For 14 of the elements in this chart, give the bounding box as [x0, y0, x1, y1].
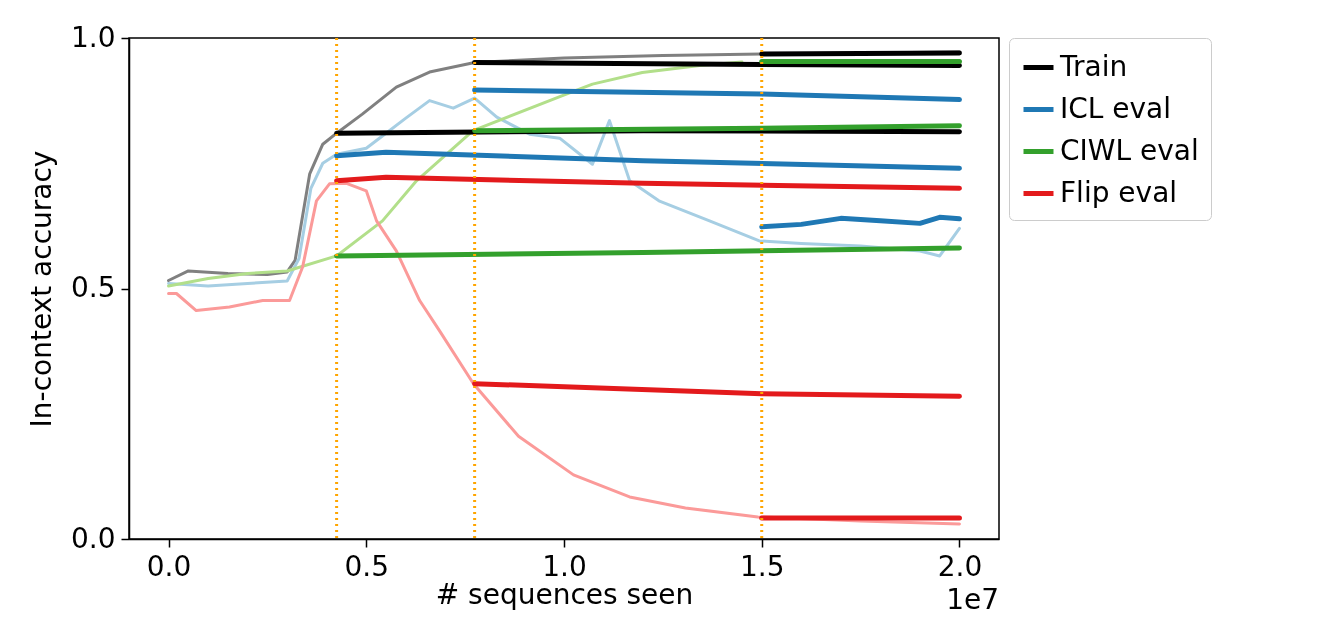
line-series: [167, 181, 961, 526]
legend-label: CIWL eval: [1060, 133, 1199, 167]
legend-label: Train: [1059, 49, 1128, 83]
text: 1e7: [946, 583, 999, 616]
x-tick-label: 0.5: [344, 549, 390, 583]
y-tick-label: 1.0: [70, 20, 116, 54]
y-tick-label: 0.5: [70, 271, 116, 304]
y-tick-label: 0.0: [70, 521, 116, 555]
x-tick-label: 0.0: [146, 549, 192, 583]
x-tick-label: 2.0: [937, 549, 983, 583]
legend-label: Flip eval: [1060, 175, 1178, 209]
legend-label: ICL eval: [1060, 91, 1172, 125]
x-tick-label: 1.5: [739, 549, 785, 583]
y-axis-title: In-context accuracy: [24, 150, 58, 428]
